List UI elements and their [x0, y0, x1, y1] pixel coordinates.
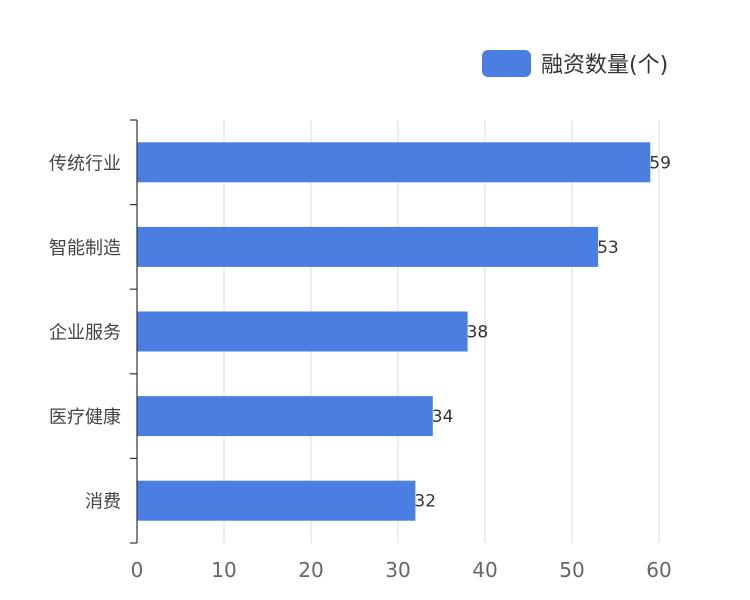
- data-label-2: 53: [597, 238, 619, 258]
- y-tick-label-5: 消费: [85, 492, 121, 513]
- legend-swatch: [482, 50, 531, 77]
- x-tick-label-50: 50: [559, 558, 584, 582]
- bar-4: [137, 396, 433, 437]
- y-tick-label-1: 传统行业: [49, 153, 121, 174]
- x-tick-label-40: 40: [472, 558, 497, 582]
- bar-3: [137, 311, 468, 352]
- bar-1: [137, 142, 651, 183]
- x-tick-label-30: 30: [385, 558, 410, 582]
- bars: [137, 142, 651, 521]
- y-tick-label-4: 医疗健康: [49, 407, 121, 428]
- y-tick-label-3: 企业服务: [49, 323, 121, 344]
- axes: [130, 119, 138, 544]
- x-tick-label-10: 10: [211, 558, 236, 582]
- data-label-1: 59: [649, 153, 671, 173]
- legend-label: 融资数量(个): [541, 53, 668, 78]
- labels: 59 传统行业 53 智能制造 38 企业服务 34 医疗健康 32 消费 0 10 20 30 40 50 6…: [49, 153, 672, 582]
- bar-5: [137, 480, 416, 521]
- bar-2: [137, 226, 599, 267]
- data-label-4: 34: [432, 407, 454, 427]
- x-tick-label-20: 20: [298, 558, 323, 582]
- legend: 融资数量(个): [482, 50, 668, 78]
- data-label-3: 38: [467, 323, 489, 343]
- x-tick-label-0: 0: [131, 558, 144, 582]
- data-label-5: 32: [414, 492, 436, 512]
- x-tick-label-60: 60: [646, 558, 671, 582]
- y-tick-label-2: 智能制造: [49, 238, 121, 259]
